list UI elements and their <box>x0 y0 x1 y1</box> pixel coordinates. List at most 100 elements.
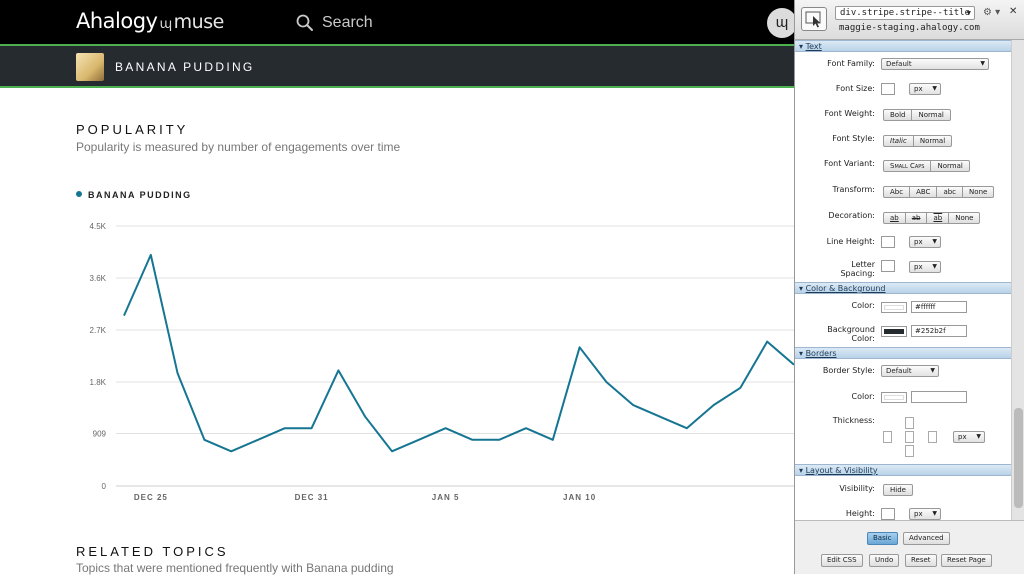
unit-value: px <box>914 85 923 93</box>
line-height-unit-select[interactable]: px ▼ <box>909 236 941 248</box>
related-topics-heading: RELATED TOPICS <box>76 544 229 559</box>
font-family-select[interactable]: Default ▼ <box>881 58 989 70</box>
section-header-layout[interactable]: ▾ Layout & Visibility <box>795 464 1011 476</box>
font-style-label: Font Style: <box>832 134 875 143</box>
font-variant-buttons: Small Caps Normal <box>883 160 970 172</box>
close-icon[interactable]: ✕ <box>1009 6 1018 17</box>
section-header-text[interactable]: ▾ Text <box>795 40 1011 52</box>
collapse-arrow-icon: ▾ <box>799 466 806 475</box>
bg-color-swatch[interactable] <box>881 326 907 337</box>
series-line-banana-pudding <box>123 253 794 453</box>
variant-normal-button[interactable]: Normal <box>930 160 970 172</box>
decoration-none-button[interactable]: None <box>948 212 981 224</box>
inspector-header: div.stripe.stripe--title ▼ maggie-staging… <box>795 0 1024 40</box>
hide-button[interactable]: Hide <box>883 484 913 496</box>
letter-spacing-label: Letter Spacing: <box>795 260 875 278</box>
logo-sub-text: muse <box>173 11 225 33</box>
border-right-width-input[interactable] <box>928 431 937 443</box>
gear-icon[interactable]: ⚙ ▾ <box>983 7 1001 18</box>
inspector-scrollbar[interactable] <box>1011 40 1024 520</box>
letter-spacing-input[interactable] <box>881 260 895 272</box>
letter-spacing-label-line2: Spacing: <box>840 269 875 278</box>
text-color-swatch[interactable] <box>881 302 907 313</box>
advanced-mode-button[interactable]: Advanced <box>903 532 950 545</box>
underline-button[interactable]: ab <box>883 212 906 224</box>
lowercase-button[interactable]: abc <box>936 186 964 198</box>
line-height-input[interactable] <box>881 236 895 248</box>
bg-color-label-line1: Background <box>827 325 875 334</box>
height-unit-select[interactable]: px ▼ <box>909 508 941 520</box>
search-input[interactable]: Search <box>322 14 373 31</box>
edit-css-button[interactable]: Edit CSS <box>821 554 863 567</box>
bg-color-input[interactable]: #252b2f <box>911 325 967 337</box>
decoration-label: Decoration: <box>828 211 875 220</box>
text-color-input[interactable]: #ffffff <box>911 301 967 313</box>
user-avatar[interactable]: ɰ <box>767 8 797 38</box>
chevron-down-icon: ▼ <box>980 60 985 67</box>
color-label: Color: <box>851 301 875 310</box>
strikethrough-button[interactable]: ab <box>904 212 928 224</box>
decoration-buttons: ab ab ab None <box>883 212 981 224</box>
section-header-color[interactable]: ▾ Color & Background <box>795 282 1011 294</box>
inspector-body: ▾ Text Font Family: Default ▼ Font Size: … <box>795 40 1011 520</box>
uppercase-button[interactable]: ABC <box>909 186 938 198</box>
element-picker-button[interactable] <box>801 7 827 31</box>
y-tick-label: 3.6K <box>90 274 107 283</box>
chevron-down-icon: ▼ <box>932 263 937 270</box>
height-input[interactable] <box>881 508 895 520</box>
unit-value: px <box>914 238 923 246</box>
logo-main-text: Ahalogy <box>76 9 158 33</box>
popularity-chart: 0 909 1.8K 2.7K 3.6K 4.5K DEC 25 DEC 31 JAN 5 JA… <box>90 222 794 502</box>
thickness-unit-select[interactable]: px ▼ <box>953 431 985 443</box>
overline-button[interactable]: ab <box>926 212 950 224</box>
small-caps-button[interactable]: Small Caps <box>883 160 932 172</box>
legend-dot-icon <box>76 191 82 197</box>
font-variant-label: Font Variant: <box>823 159 875 168</box>
basic-mode-button[interactable]: Basic <box>867 532 898 545</box>
reset-button[interactable]: Reset <box>905 554 937 567</box>
border-color-input[interactable] <box>911 391 967 403</box>
inspector-url: maggie-staging.ahalogy.com <box>839 23 980 33</box>
collapse-arrow-icon: ▾ <box>799 349 806 358</box>
bold-button[interactable]: Bold <box>883 109 913 121</box>
letter-spacing-unit-select[interactable]: px ▼ <box>909 261 941 273</box>
ahalogy-logo[interactable]: Ahalogy ɰ muse <box>76 9 224 33</box>
unit-value: px <box>914 510 923 518</box>
visibility-label: Visibility: <box>839 484 875 493</box>
font-weight-buttons: Bold Normal <box>883 109 951 121</box>
bg-color-label: Background Color: <box>795 325 875 343</box>
chart-y-axis: 0 909 1.8K 2.7K 3.6K 4.5K <box>90 222 107 491</box>
undo-button[interactable]: Undo <box>869 554 900 567</box>
search-icon[interactable] <box>296 14 314 32</box>
legend-label: BANANA PUDDING <box>88 190 192 200</box>
border-top-width-input[interactable] <box>905 417 914 429</box>
font-size-unit-select[interactable]: px ▼ <box>909 83 941 95</box>
border-style-select[interactable]: Default ▼ <box>881 365 939 377</box>
border-bottom-width-input[interactable] <box>905 445 914 457</box>
font-weight-label: Font Weight: <box>824 109 875 118</box>
letter-spacing-label-line1: Letter <box>851 260 875 269</box>
transform-none-button[interactable]: None <box>962 186 995 198</box>
font-size-input[interactable] <box>881 83 895 95</box>
border-left-width-input[interactable] <box>883 431 892 443</box>
reset-page-button[interactable]: Reset Page <box>941 554 992 567</box>
chevron-down-icon: ▼ <box>932 238 937 245</box>
y-tick-label: 1.8K <box>90 378 107 387</box>
font-family-label: Font Family: <box>827 59 875 68</box>
font-size-label: Font Size: <box>835 84 875 93</box>
capitalize-button[interactable]: Abc <box>883 186 911 198</box>
bg-color-label-line2: Color: <box>851 334 875 343</box>
scrollbar-thumb[interactable] <box>1014 408 1023 508</box>
topic-title: BANANA PUDDING <box>115 60 255 74</box>
italic-button[interactable]: Italic <box>883 135 914 147</box>
selector-dropdown[interactable]: div.stripe.stripe--title ▼ <box>835 6 975 20</box>
related-topics-subtitle: Topics that were mentioned frequently wi… <box>76 561 394 575</box>
border-color-swatch[interactable] <box>881 392 907 403</box>
section-title-layout: Layout & Visibility <box>805 466 878 475</box>
weight-normal-button[interactable]: Normal <box>911 109 951 121</box>
border-all-width-input[interactable] <box>905 431 914 443</box>
style-normal-button[interactable]: Normal <box>912 135 953 147</box>
chart-x-axis: DEC 25 DEC 31 JAN 5 JAN 10 <box>134 493 595 502</box>
section-header-borders[interactable]: ▾ Borders <box>795 347 1011 359</box>
popularity-heading: POPULARITY <box>76 122 189 137</box>
